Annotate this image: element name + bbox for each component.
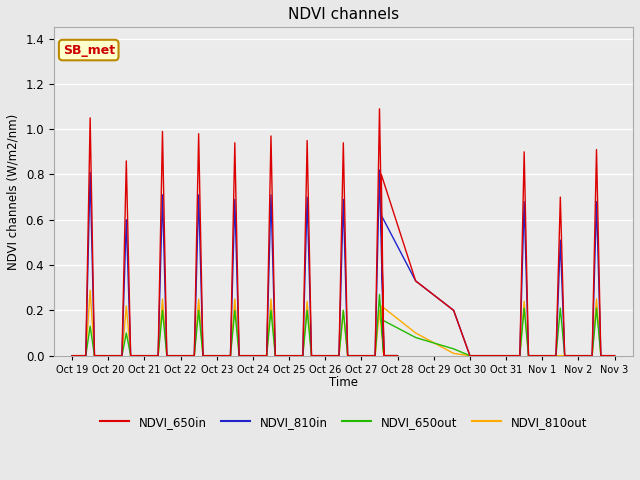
Legend: NDVI_650in, NDVI_810in, NDVI_650out, NDVI_810out: NDVI_650in, NDVI_810in, NDVI_650out, NDV… [95,411,592,433]
Text: SB_met: SB_met [63,44,115,57]
Title: NDVI channels: NDVI channels [288,7,399,22]
X-axis label: Time: Time [329,376,358,389]
Y-axis label: NDVI channels (W/m2/nm): NDVI channels (W/m2/nm) [7,113,20,270]
